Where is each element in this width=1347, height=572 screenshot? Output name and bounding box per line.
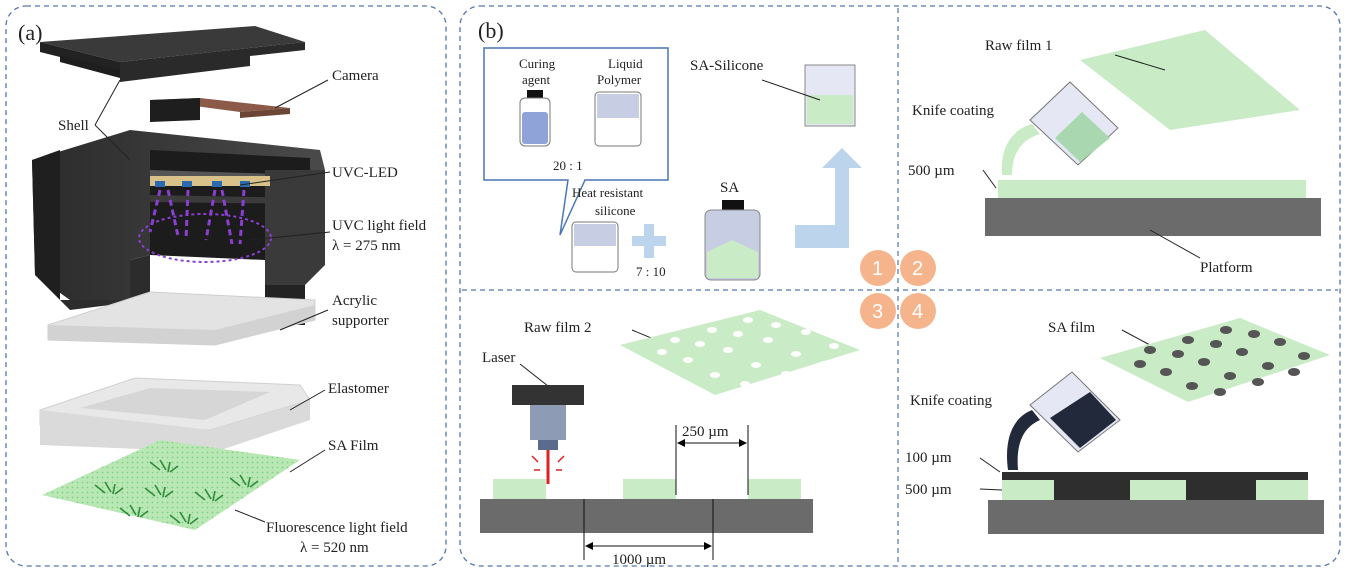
label-sa-silicone: SA-Silicone — [690, 58, 764, 74]
sa-film-layer — [42, 440, 300, 530]
leader-camera — [274, 79, 329, 109]
step-4-label: 4 — [912, 301, 923, 323]
label-knife-coating-4: Knife coating — [910, 393, 993, 409]
leader-raw-film-1 — [1114, 54, 1166, 71]
platform-2 — [985, 198, 1321, 236]
label-curing-agent-2: agent — [522, 72, 551, 87]
step-1-label: 1 — [872, 258, 883, 280]
platform-3 — [480, 499, 813, 533]
label-sa-film: SA Film — [328, 438, 379, 454]
panel-b-tag: (b) — [478, 18, 504, 43]
label-heat-resistant-1: Heat resistant — [572, 185, 644, 200]
label-thickness-500-2: 500 µm — [908, 163, 955, 179]
leader-platform — [1149, 229, 1201, 259]
laser-head — [512, 385, 584, 484]
leader-thickness-2 — [982, 169, 997, 189]
sa-film-sheet — [1100, 318, 1330, 402]
label-uvc-field: UVC light field — [332, 218, 427, 234]
leader-shell — [94, 79, 131, 161]
label-acrylic-2: supporter — [332, 313, 389, 329]
plus-icon — [632, 224, 666, 258]
label-thickness-500-4: 500 µm — [905, 482, 952, 498]
leader-uvc-led — [239, 171, 331, 186]
platform-4 — [988, 500, 1324, 534]
label-fluor-wavelength: λ = 520 nm — [300, 540, 369, 556]
sa-bottle — [704, 200, 761, 281]
label-fluor-field: Fluorescence light field — [266, 520, 408, 536]
pouring-beaker-4 — [1007, 371, 1121, 470]
label-liquid-polymer-1: Liquid — [608, 56, 643, 71]
label-sa-film-4: SA film — [1048, 320, 1095, 336]
leader-thickness-100 — [979, 457, 1001, 473]
step-2-label: 2 — [912, 258, 923, 280]
panel-a-tag: (a) — [18, 20, 42, 45]
liquid-polymer-beaker — [594, 91, 642, 147]
leader-laser — [519, 363, 549, 387]
label-laser: Laser — [482, 350, 515, 366]
leader-uvc-field — [249, 231, 331, 241]
pouring-beaker-2 — [1001, 81, 1119, 175]
label-knife-coating-2: Knife coating — [912, 103, 995, 119]
film-segments-4 — [1002, 480, 1308, 500]
step-3-circle — [860, 293, 896, 329]
curing-agent-bottle — [519, 90, 551, 147]
label-ratio-20-1: 20 : 1 — [553, 158, 583, 173]
step-3-label: 3 — [872, 301, 883, 323]
label-gap-250: 250 µm — [682, 424, 729, 440]
uvc-led-strip — [150, 176, 270, 187]
label-ratio-7-10: 7 : 10 — [636, 264, 666, 279]
label-elastomer: Elastomer — [328, 381, 389, 397]
acrylic-supporter — [47, 291, 316, 346]
label-platform: Platform — [1200, 260, 1253, 276]
panel-a-border — [5, 5, 447, 567]
step-2-circle — [900, 250, 936, 286]
label-raw-film-1: Raw film 1 — [985, 38, 1053, 54]
up-arrow-icon — [795, 148, 862, 248]
label-acrylic-1: Acrylic — [332, 293, 377, 309]
label-raw-film-2: Raw film 2 — [524, 320, 592, 336]
leader-sa-film-4 — [1121, 329, 1151, 346]
label-shell: Shell — [58, 118, 89, 134]
film-layer-2 — [998, 180, 1306, 198]
leader-elastomer — [289, 389, 326, 411]
leader-thickness-500-4 — [979, 488, 1003, 491]
silicone-beaker — [571, 221, 619, 273]
camera-module — [150, 98, 290, 122]
sa-coating-layer — [1002, 472, 1308, 480]
label-liquid-polymer-2: Polymer — [597, 72, 642, 87]
leader-fluor — [234, 509, 266, 523]
label-sa: SA — [720, 180, 739, 196]
step-1-circle — [860, 250, 896, 286]
shell-lid — [40, 26, 305, 82]
step-markers: 1 2 3 4 — [860, 250, 936, 329]
label-thickness-100: 100 µm — [905, 450, 952, 466]
raw-film-2-sheet — [620, 310, 860, 395]
leader-acrylic — [279, 309, 329, 331]
sa-silicone-beaker — [804, 64, 856, 127]
elastomer — [39, 377, 311, 452]
raw-film-1-sheet — [1080, 30, 1300, 130]
label-uvc-led: UVC-LED — [332, 165, 398, 181]
leader-sa-film — [289, 449, 326, 473]
step-4-circle — [900, 293, 936, 329]
label-uvc-wavelength: λ = 275 nm — [332, 238, 401, 254]
film-segments-3 — [493, 479, 801, 499]
label-pitch-1000: 1000 µm — [612, 552, 666, 568]
leader-sa-silicone — [761, 79, 821, 101]
label-camera: Camera — [332, 68, 379, 84]
label-curing-agent-1: Curing — [519, 56, 556, 71]
label-heat-resistant-2: silicone — [595, 203, 636, 218]
